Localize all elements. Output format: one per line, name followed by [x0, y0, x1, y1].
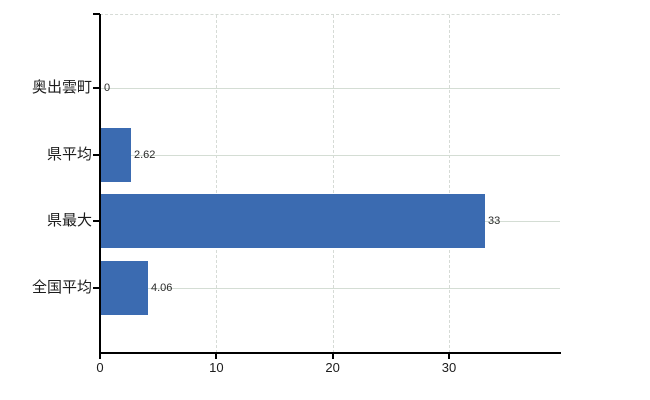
bar [101, 261, 148, 315]
y-axis-tick [93, 87, 100, 89]
x-axis-tick [331, 354, 334, 359]
gridline-horizontal [101, 155, 560, 156]
y-axis-tick [93, 287, 100, 289]
plot-border-top [100, 14, 560, 15]
category-label: 奥出雲町 [31, 79, 92, 96]
y-axis-tick [93, 13, 100, 15]
x-tick-label: 0 [96, 360, 104, 375]
value-label: 33 [488, 215, 501, 227]
x-axis [99, 352, 561, 354]
value-label: 0 [104, 82, 111, 94]
x-tick-label: 20 [325, 360, 340, 375]
gridline-vertical [449, 15, 450, 353]
y-axis-tick [93, 154, 100, 156]
category-label: 全国平均 [31, 279, 92, 296]
value-label: 2.62 [134, 149, 156, 161]
gridline-vertical [216, 15, 218, 353]
gridline-vertical [332, 15, 334, 353]
x-axis-tick [448, 354, 450, 359]
category-label: 県最大 [46, 212, 92, 229]
bar [101, 194, 485, 248]
value-label: 4.06 [151, 282, 173, 294]
x-axis-tick [215, 354, 218, 359]
x-tick-label: 10 [209, 360, 224, 375]
bar [101, 128, 131, 182]
y-axis-tick [93, 220, 100, 222]
gridline-horizontal [101, 288, 560, 289]
x-axis-tick [99, 354, 101, 359]
y-axis [99, 14, 101, 354]
gridline-horizontal [101, 88, 560, 89]
category-label: 県平均 [46, 146, 92, 163]
x-tick-label: 30 [441, 360, 457, 375]
